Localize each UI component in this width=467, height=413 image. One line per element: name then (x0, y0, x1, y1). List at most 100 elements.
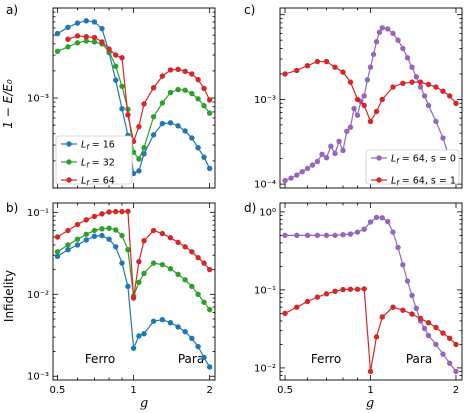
data-point (425, 81, 432, 88)
y-tick-label: 10⁻¹ (254, 285, 276, 296)
y-tick-label: 10⁰ (259, 207, 276, 218)
data-point (99, 226, 105, 232)
data-point (294, 304, 300, 310)
data-point (354, 286, 361, 292)
data-point (340, 69, 346, 75)
data-point (113, 52, 119, 58)
data-point (390, 84, 396, 90)
data-point (332, 288, 338, 294)
data-point (54, 48, 61, 55)
data-point (91, 34, 98, 41)
data-point (54, 234, 61, 240)
series-line (284, 288, 457, 372)
series-line (57, 227, 211, 310)
data-point (440, 88, 446, 94)
data-point (409, 64, 415, 70)
data-point (354, 229, 361, 235)
data-point (182, 277, 188, 283)
data-point (340, 232, 346, 238)
series-line (57, 20, 211, 175)
data-point (195, 76, 201, 83)
data-point (367, 64, 374, 70)
data-point (54, 249, 61, 255)
data-point (294, 172, 300, 178)
data-point (379, 314, 385, 320)
data-point (99, 39, 105, 45)
data-point (323, 58, 330, 65)
data-point (446, 93, 453, 99)
data-point (136, 168, 142, 174)
data-point (373, 108, 380, 115)
data-point (425, 332, 432, 339)
data-point (91, 233, 98, 240)
data-point (385, 26, 391, 32)
data-point (433, 341, 439, 348)
data-point (379, 215, 385, 221)
data-point (106, 225, 112, 231)
data-point (367, 368, 374, 375)
data-point (404, 55, 411, 61)
data-point (294, 232, 300, 239)
data-point (65, 44, 71, 50)
x-tick-label: 1 (130, 385, 136, 396)
x-tick-label: 0.5 (277, 385, 293, 396)
data-point (201, 103, 207, 109)
y-axis-label-top: 1 − E/E₀ (1, 79, 15, 129)
data-point (83, 18, 89, 24)
data-point (379, 96, 385, 103)
data-point (417, 79, 424, 85)
data-point (309, 162, 316, 168)
data-point (167, 266, 174, 272)
data-point (74, 236, 81, 242)
data-point (182, 244, 188, 250)
para-label-b: Para (178, 352, 204, 366)
data-point (99, 25, 105, 32)
legend-label: Lf = 64, s = 1 (391, 175, 456, 187)
data-point (314, 58, 321, 65)
data-point (159, 73, 166, 79)
data-point (150, 227, 157, 234)
data-point (409, 292, 415, 299)
data-point (99, 211, 105, 217)
data-point (159, 120, 166, 127)
data-point (150, 132, 157, 138)
data-point (195, 96, 201, 102)
data-point (409, 311, 415, 317)
data-point (175, 239, 181, 246)
legend-marker (66, 177, 72, 183)
data-point (282, 232, 288, 239)
ferro-label-b: Ferro (85, 352, 115, 366)
data-point (347, 286, 354, 292)
data-point (182, 128, 188, 134)
data-point (206, 110, 213, 116)
data-point (65, 24, 71, 31)
legend-marker (376, 155, 382, 161)
data-point (453, 100, 459, 106)
data-point (189, 135, 195, 141)
data-point (351, 105, 357, 112)
y-tick-label: 10⁻⁴ (254, 180, 276, 191)
legend: Lf = 16 Lf = 32 Lf = 64 (55, 135, 133, 187)
x-axis-label-d: g (366, 396, 374, 411)
data-point (344, 128, 350, 135)
series-line (285, 216, 457, 372)
y-tick-label: 10⁻¹ (27, 208, 49, 219)
data-point (361, 93, 367, 99)
data-point (395, 244, 401, 251)
data-point (167, 67, 174, 73)
data-point (340, 286, 346, 293)
data-point (195, 254, 201, 261)
data-point (141, 101, 147, 107)
data-point (189, 90, 195, 97)
data-point (433, 324, 439, 331)
plot-frame (279, 202, 463, 381)
data-point (195, 343, 201, 350)
data-point (206, 364, 213, 370)
data-point (150, 318, 157, 324)
data-point (314, 232, 321, 239)
data-point (400, 307, 406, 313)
data-point (83, 231, 89, 237)
data-point (119, 106, 125, 112)
data-point (323, 232, 330, 239)
data-point (413, 74, 420, 80)
